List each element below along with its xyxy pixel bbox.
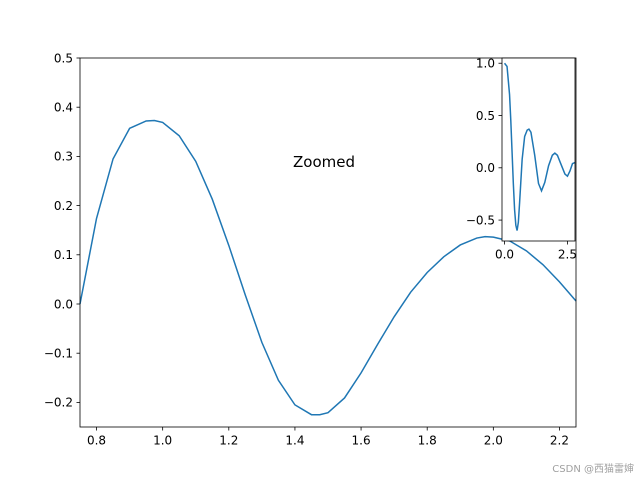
inset-y-tick-label: 0.0 — [476, 161, 495, 175]
inset-plot: 0.0 2.5 1.0 0.5 0.0 −0.5 — [466, 57, 577, 262]
main-y-tick-label: 0.3 — [54, 150, 73, 164]
zoomed-annotation: Zoomed — [293, 153, 355, 171]
main-x-tick-label: 1.0 — [153, 434, 172, 448]
inset-x-tick-label: 2.5 — [558, 248, 577, 262]
main-y-axis-ticks: 0.5 0.4 0.3 0.2 0.1 0.0 −0.1 −0.2 — [44, 51, 80, 410]
main-y-tick-label: 0.1 — [54, 248, 73, 262]
inset-plot-background — [502, 58, 575, 241]
main-y-tick-label: 0.0 — [54, 297, 73, 311]
main-x-tick-label: 0.8 — [87, 434, 106, 448]
main-y-tick-label: 0.4 — [54, 101, 73, 115]
main-y-tick-label: −0.2 — [44, 396, 73, 410]
main-plot-frame — [79, 57, 577, 428]
main-x-tick-label: 1.8 — [418, 434, 437, 448]
main-x-axis-ticks: 0.8 1.0 1.2 1.4 1.6 1.8 2.0 2.2 — [87, 427, 569, 448]
inset-y-axis-ticks: 1.0 0.5 0.0 −0.5 — [466, 57, 502, 227]
inset-x-tick-label: 0.0 — [495, 248, 514, 262]
main-x-tick-label: 2.2 — [550, 434, 569, 448]
main-x-tick-label: 1.2 — [219, 434, 238, 448]
main-y-tick-label: −0.1 — [44, 347, 73, 361]
watermark-text: CSDN @西猫雷婶 — [552, 462, 634, 475]
inset-y-tick-label: 0.5 — [476, 109, 495, 123]
main-plot-background — [80, 58, 576, 427]
main-y-tick-label: 0.2 — [54, 199, 73, 213]
main-y-tick-label: 0.5 — [54, 51, 73, 65]
inset-y-tick-label: 1.0 — [476, 57, 495, 71]
main-series-line — [79, 119, 577, 416]
main-x-tick-label: 1.4 — [285, 434, 304, 448]
inset-series-line — [503, 62, 576, 231]
main-x-tick-label: 1.6 — [352, 434, 371, 448]
inset-x-axis-ticks: 0.0 2.5 — [495, 241, 577, 262]
main-x-tick-label: 2.0 — [484, 434, 503, 448]
inset-y-tick-label: −0.5 — [466, 213, 495, 227]
inset-plot-frame — [501, 57, 576, 242]
main-plot: 0.8 1.0 1.2 1.4 1.6 1.8 2.0 2.2 0.5 0.4 0.3 0.2 0.1… — [44, 51, 577, 448]
